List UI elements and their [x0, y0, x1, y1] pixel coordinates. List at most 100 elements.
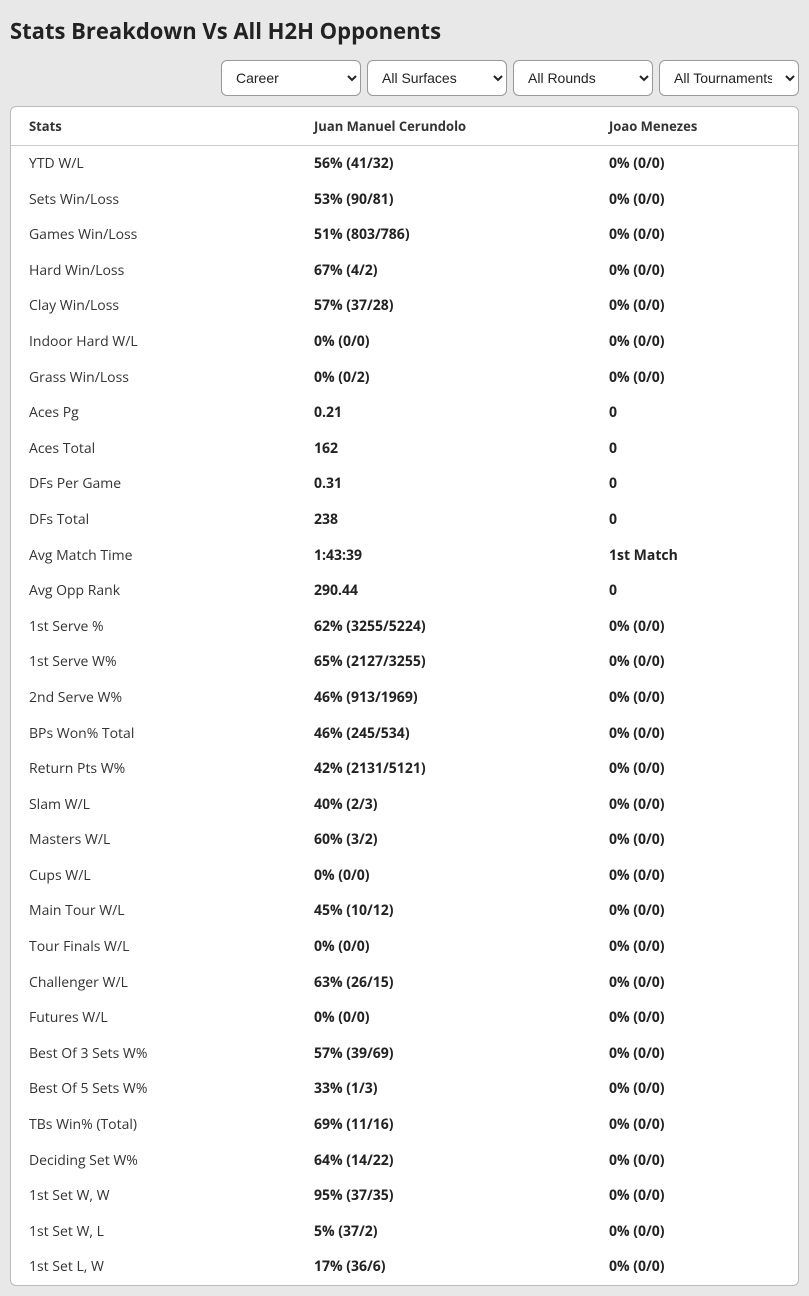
player1-value: 57% (37/28) [296, 288, 591, 324]
surface-filter-select[interactable]: All Surfaces [367, 60, 507, 96]
table-row: Grass Win/Loss0% (0/2)0% (0/0) [11, 360, 798, 396]
stat-label: DFs Total [11, 502, 296, 538]
player1-value: 95% (37/35) [296, 1178, 591, 1214]
player2-value: 0% (0/0) [591, 253, 798, 289]
stat-label: TBs Win% (Total) [11, 1107, 296, 1143]
col-header-player2: Joao Menezes [591, 107, 798, 146]
table-row: Hard Win/Loss67% (4/2)0% (0/0) [11, 253, 798, 289]
player1-value: 0.21 [296, 395, 591, 431]
player1-value: 0% (0/0) [296, 929, 591, 965]
table-row: Challenger W/L63% (26/15)0% (0/0) [11, 965, 798, 1001]
table-row: Best Of 3 Sets W%57% (39/69)0% (0/0) [11, 1036, 798, 1072]
player2-value: 0% (0/0) [591, 751, 798, 787]
stat-label: YTD W/L [11, 146, 296, 182]
player2-value: 0% (0/0) [591, 929, 798, 965]
stat-label: Sets Win/Loss [11, 182, 296, 218]
player2-value: 0% (0/0) [591, 680, 798, 716]
table-row: Main Tour W/L45% (10/12)0% (0/0) [11, 893, 798, 929]
table-row: Masters W/L60% (3/2)0% (0/0) [11, 822, 798, 858]
table-row: Aces Pg0.210 [11, 395, 798, 431]
player1-value: 57% (39/69) [296, 1036, 591, 1072]
player2-value: 0% (0/0) [591, 609, 798, 645]
tournament-filter-select[interactable]: All Tournaments [659, 60, 799, 96]
player1-value: 69% (11/16) [296, 1107, 591, 1143]
player1-value: 1:43:39 [296, 538, 591, 574]
table-header-row: Stats Juan Manuel Cerundolo Joao Menezes [11, 107, 798, 146]
player2-value: 0% (0/0) [591, 1000, 798, 1036]
player2-value: 0% (0/0) [591, 146, 798, 182]
player1-value: 0% (0/0) [296, 858, 591, 894]
table-row: 1st Set L, W17% (36/6)0% (0/0) [11, 1249, 798, 1285]
player2-value: 0% (0/0) [591, 1178, 798, 1214]
player2-value: 0% (0/0) [591, 1071, 798, 1107]
col-header-stats: Stats [11, 107, 296, 146]
player2-value: 0 [591, 431, 798, 467]
table-row: Slam W/L40% (2/3)0% (0/0) [11, 787, 798, 823]
table-row: 1st Set W, W95% (37/35)0% (0/0) [11, 1178, 798, 1214]
player2-value: 0% (0/0) [591, 182, 798, 218]
player2-value: 0% (0/0) [591, 1036, 798, 1072]
player1-value: 5% (37/2) [296, 1214, 591, 1250]
player2-value: 0% (0/0) [591, 965, 798, 1001]
player1-value: 45% (10/12) [296, 893, 591, 929]
stat-label: DFs Per Game [11, 466, 296, 502]
round-filter-select[interactable]: All Rounds [513, 60, 653, 96]
stat-label: Clay Win/Loss [11, 288, 296, 324]
stat-label: Games Win/Loss [11, 217, 296, 253]
player1-value: 238 [296, 502, 591, 538]
table-row: BPs Won% Total46% (245/534)0% (0/0) [11, 716, 798, 752]
stat-label: 1st Serve % [11, 609, 296, 645]
player2-value: 0% (0/0) [591, 716, 798, 752]
player1-value: 64% (14/22) [296, 1143, 591, 1179]
player1-value: 63% (26/15) [296, 965, 591, 1001]
stat-label: Grass Win/Loss [11, 360, 296, 396]
player2-value: 0% (0/0) [591, 644, 798, 680]
player2-value: 0% (0/0) [591, 288, 798, 324]
player1-value: 62% (3255/5224) [296, 609, 591, 645]
table-row: DFs Per Game0.310 [11, 466, 798, 502]
player2-value: 0 [591, 502, 798, 538]
player1-value: 60% (3/2) [296, 822, 591, 858]
stat-label: Tour Finals W/L [11, 929, 296, 965]
player2-value: 0 [591, 395, 798, 431]
stat-label: 2nd Serve W% [11, 680, 296, 716]
table-row: Futures W/L0% (0/0)0% (0/0) [11, 1000, 798, 1036]
player2-value: 0% (0/0) [591, 1143, 798, 1179]
player1-value: 56% (41/32) [296, 146, 591, 182]
player2-value: 0% (0/0) [591, 893, 798, 929]
player1-value: 290.44 [296, 573, 591, 609]
col-header-player1: Juan Manuel Cerundolo [296, 107, 591, 146]
table-row: DFs Total2380 [11, 502, 798, 538]
table-row: 1st Serve %62% (3255/5224)0% (0/0) [11, 609, 798, 645]
filters-bar: Career All Surfaces All Rounds All Tourn… [10, 60, 799, 96]
player1-value: 51% (803/786) [296, 217, 591, 253]
player2-value: 0 [591, 466, 798, 502]
table-row: TBs Win% (Total)69% (11/16)0% (0/0) [11, 1107, 798, 1143]
time-filter-select[interactable]: Career [221, 60, 361, 96]
stat-label: BPs Won% Total [11, 716, 296, 752]
table-row: Avg Match Time1:43:391st Match [11, 538, 798, 574]
table-row: Sets Win/Loss53% (90/81)0% (0/0) [11, 182, 798, 218]
table-row: Aces Total1620 [11, 431, 798, 467]
stat-label: Cups W/L [11, 858, 296, 894]
stat-label: 1st Set W, L [11, 1214, 296, 1250]
player2-value: 0% (0/0) [591, 217, 798, 253]
stat-label: Deciding Set W% [11, 1143, 296, 1179]
stat-label: Best Of 5 Sets W% [11, 1071, 296, 1107]
stat-label: 1st Set L, W [11, 1249, 296, 1285]
player1-value: 53% (90/81) [296, 182, 591, 218]
table-row: Best Of 5 Sets W%33% (1/3)0% (0/0) [11, 1071, 798, 1107]
stats-table-wrap: Stats Juan Manuel Cerundolo Joao Menezes… [10, 106, 799, 1286]
stat-label: 1st Serve W% [11, 644, 296, 680]
player2-value: 0 [591, 573, 798, 609]
player2-value: 0% (0/0) [591, 324, 798, 360]
player2-value: 0% (0/0) [591, 858, 798, 894]
player2-value: 0% (0/0) [591, 822, 798, 858]
player1-value: 0% (0/0) [296, 1000, 591, 1036]
player1-value: 162 [296, 431, 591, 467]
player1-value: 46% (913/1969) [296, 680, 591, 716]
table-row: Cups W/L0% (0/0)0% (0/0) [11, 858, 798, 894]
stat-label: Return Pts W% [11, 751, 296, 787]
player1-value: 42% (2131/5121) [296, 751, 591, 787]
stat-label: Avg Match Time [11, 538, 296, 574]
